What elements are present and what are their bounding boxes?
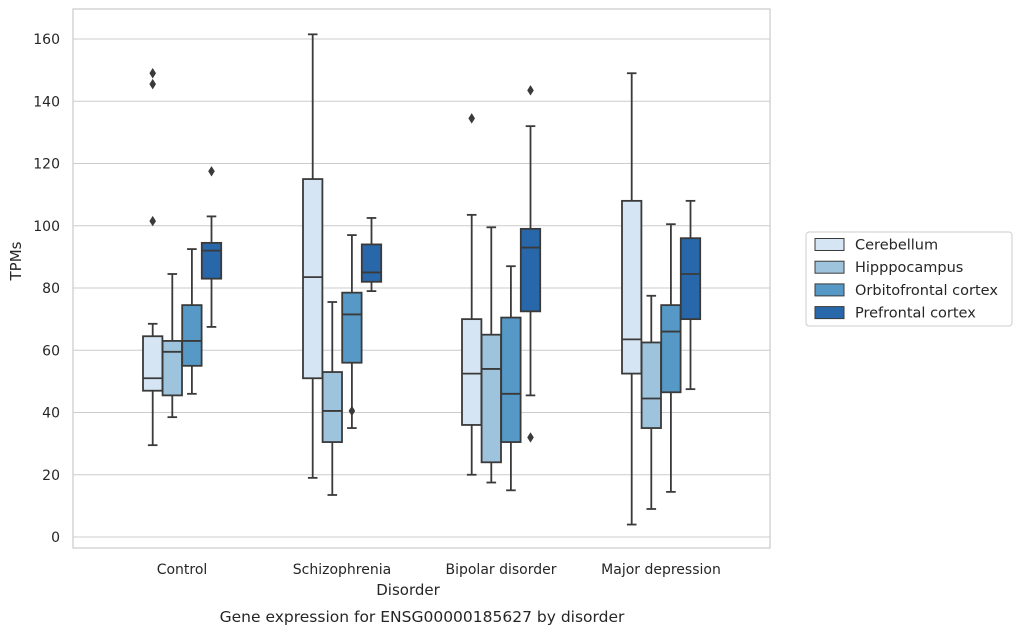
box-iqr bbox=[161, 340, 183, 397]
outlier-point bbox=[149, 215, 156, 227]
x-tick-label-bipolar-disorder: Bipolar disorder bbox=[445, 562, 556, 578]
y-tick-label: 80 bbox=[42, 281, 60, 297]
box-iqr bbox=[302, 178, 324, 380]
box-iqr bbox=[679, 237, 702, 321]
outlier-point bbox=[208, 166, 215, 177]
box-orbitofrontal-cortex-major-depression bbox=[660, 223, 682, 493]
y-tick-label: 20 bbox=[42, 468, 60, 484]
legend-swatch-prefrontal-cortex bbox=[814, 306, 845, 320]
legend-swatch-cerebellum bbox=[814, 238, 845, 251]
x-tick-label-control: Control bbox=[157, 562, 208, 578]
box-iqr bbox=[660, 304, 682, 394]
box-prefrontal-cortex-bipolar-disorder bbox=[519, 85, 542, 443]
y-tick-label: 160 bbox=[33, 32, 60, 48]
plot-area-frame bbox=[72, 8, 771, 549]
outlier-point bbox=[527, 432, 534, 443]
chart-caption: Gene expression for ENSG00000185627 by d… bbox=[220, 608, 625, 626]
box-iqr bbox=[461, 318, 483, 426]
legend-frame bbox=[805, 231, 1013, 327]
box-hipppocampus-control bbox=[161, 273, 183, 419]
y-tick-label: 40 bbox=[42, 406, 60, 422]
box-iqr bbox=[640, 341, 662, 429]
y-tick-label: 0 bbox=[51, 530, 60, 546]
outlier-point bbox=[468, 113, 475, 124]
box-iqr bbox=[181, 304, 203, 367]
box-series bbox=[142, 33, 702, 526]
legend-label-hipppocampus: Hipppocampus bbox=[855, 260, 963, 276]
box-cerebellum-major-depression bbox=[621, 72, 643, 526]
box-cerebellum-control bbox=[142, 68, 164, 447]
box-iqr bbox=[500, 316, 522, 443]
box-hipppocampus-schizophrenia bbox=[321, 301, 343, 496]
box-prefrontal-cortex-control bbox=[200, 166, 223, 328]
box-iqr bbox=[621, 199, 643, 375]
box-prefrontal-cortex-major-depression bbox=[679, 199, 702, 391]
outlier-point bbox=[149, 78, 156, 90]
box-prefrontal-cortex-schizophrenia bbox=[360, 217, 383, 293]
legend-swatch-hipppocampus bbox=[814, 260, 845, 274]
box-iqr bbox=[341, 291, 363, 364]
box-orbitofrontal-cortex-bipolar-disorder bbox=[500, 265, 522, 492]
x-axis-label: Disorder bbox=[376, 581, 440, 599]
legend-label-orbitofrontal-cortex: Orbitofrontal cortex bbox=[855, 283, 998, 299]
x-tick-label-schizophrenia: Schizophrenia bbox=[293, 562, 391, 578]
box-iqr bbox=[360, 243, 383, 283]
box-iqr bbox=[321, 371, 343, 443]
gridlines bbox=[73, 38, 770, 538]
x-tick-label-major-depression: Major depression bbox=[601, 562, 721, 578]
box-iqr bbox=[519, 227, 542, 313]
legend-swatch-orbitofrontal-cortex bbox=[814, 283, 845, 297]
box-hipppocampus-major-depression bbox=[640, 294, 662, 510]
box-orbitofrontal-cortex-schizophrenia bbox=[341, 234, 363, 429]
box-iqr bbox=[142, 335, 164, 392]
box-cerebellum-schizophrenia bbox=[302, 33, 324, 479]
y-axis-ticks: 0 20 40 60 80 100 120 140 160 bbox=[33, 32, 60, 546]
box-orbitofrontal-cortex-control bbox=[181, 248, 203, 395]
y-tick-label: 60 bbox=[42, 343, 60, 359]
y-tick-label: 100 bbox=[33, 219, 60, 235]
x-axis-ticks: Control Schizophrenia Bipolar disorder Majo… bbox=[157, 562, 721, 578]
outlier-point bbox=[527, 85, 534, 96]
legend-label-prefrontal-cortex: Prefrontal cortex bbox=[855, 306, 976, 322]
legend-label-cerebellum: Cerebellum bbox=[855, 238, 938, 254]
y-tick-label: 140 bbox=[33, 94, 60, 110]
box-cerebellum-bipolar-disorder bbox=[461, 113, 483, 476]
y-axis-label: TPMs bbox=[7, 241, 25, 281]
box-iqr bbox=[480, 333, 502, 464]
y-tick-label: 120 bbox=[33, 157, 60, 173]
outlier-point bbox=[348, 405, 356, 417]
legend: Cerebellum Hipppocampus Orbitofrontal cort… bbox=[805, 231, 1013, 327]
box-iqr bbox=[200, 241, 223, 280]
box-hipppocampus-bipolar-disorder bbox=[480, 226, 502, 484]
outlier-point bbox=[149, 68, 156, 79]
